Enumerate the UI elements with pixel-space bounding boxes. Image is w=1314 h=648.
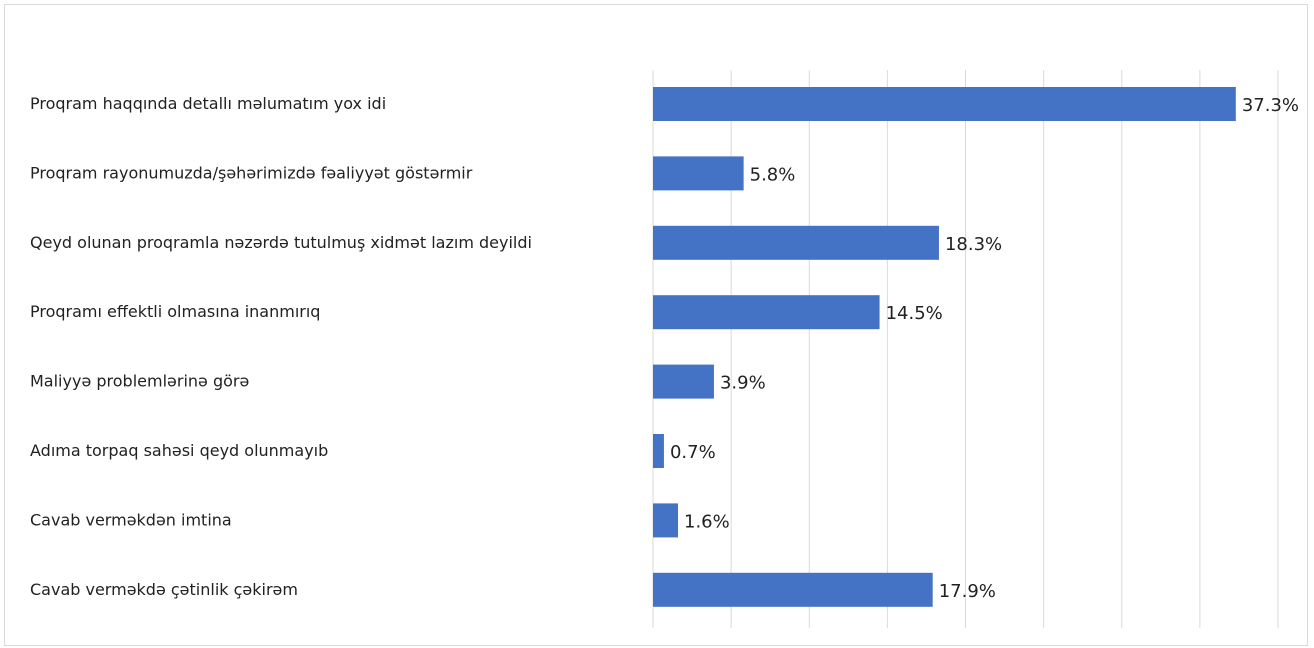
category-label: Adıma torpaq sahəsi qeyd olunmayıb <box>30 441 328 460</box>
data-label: 5.8% <box>750 164 796 185</box>
category-label: Cavab verməkdə çətinlik çəkirəm <box>30 580 298 599</box>
bar <box>653 434 664 468</box>
bar <box>653 364 714 399</box>
data-label: 18.3% <box>945 234 1002 255</box>
category-label: Proqram rayonumuzda/şəhərimizdə fəaliyyə… <box>30 163 473 182</box>
data-label: 3.9% <box>720 373 766 394</box>
data-label: 1.6% <box>684 511 730 532</box>
category-label: Proqramı effektli olmasına inanmırıq <box>30 302 320 321</box>
bar <box>653 572 933 607</box>
category-label: Proqram haqqında detallı məlumatım yox i… <box>30 94 386 113</box>
bar <box>653 87 1236 121</box>
bar <box>653 225 939 260</box>
data-label: 37.3% <box>1242 95 1299 116</box>
category-label: Qeyd olunan proqramla nəzərdə tutulmuş x… <box>30 233 532 252</box>
bar <box>653 295 880 330</box>
category-label: Cavab verməkdən imtina <box>30 510 232 529</box>
bar <box>653 503 678 538</box>
data-label: 17.9% <box>939 581 996 602</box>
data-label: 0.7% <box>670 442 716 463</box>
category-label: Maliyyə problemlərinə görə <box>30 372 249 391</box>
data-label: 14.5% <box>886 303 943 324</box>
bar <box>653 156 744 191</box>
